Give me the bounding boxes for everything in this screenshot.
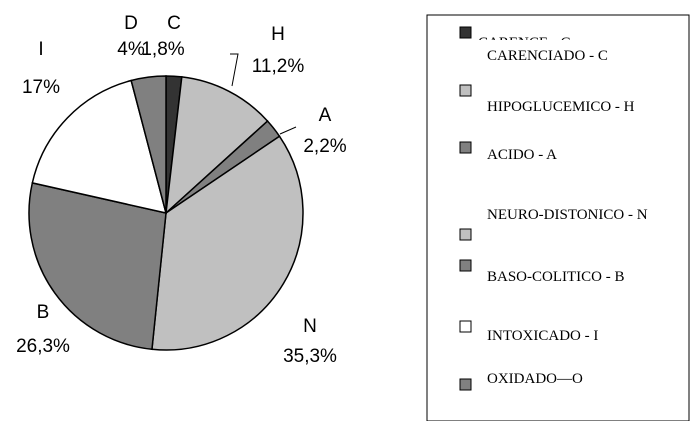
legend-swatch-i <box>459 320 472 333</box>
legend-swatch-a <box>459 141 472 154</box>
slice-value-n: 35,3% <box>283 346 337 367</box>
legend-swatch-n <box>459 228 472 241</box>
legend-swatch-d <box>459 378 472 391</box>
legend-label-n: NEURO-DISTONICO - N <box>487 207 648 223</box>
slice-letter-n: N <box>303 316 317 337</box>
slice-value-c: 1,8% <box>141 39 184 60</box>
slice-letter-h: H <box>271 24 285 45</box>
slice-value-d: 4% <box>117 39 145 60</box>
slice-letter-b: B <box>37 302 50 323</box>
leader-line-h <box>230 53 239 87</box>
slice-value-i: 17% <box>22 77 60 98</box>
slice-value-h: 11,2% <box>252 56 305 77</box>
leader-line-a <box>279 126 297 135</box>
pie-slice-i <box>31 79 168 215</box>
legend-label-i: INTOXICADO - I <box>487 328 598 344</box>
legend-label-b: BASO-COLITICO - B <box>487 269 625 285</box>
pie-slice-n <box>151 135 304 351</box>
legend-overflow-text: CARENCE - C <box>478 35 571 51</box>
pie-slices <box>28 75 304 351</box>
legend: CARENCIADO - C HIPOGLUCEMICO - H ACIDO - A… <box>459 26 648 391</box>
slice-letter-d: D <box>124 13 138 34</box>
legend-label-c: CARENCIADO - C <box>487 48 608 64</box>
slice-value-a: 2,2% <box>303 136 346 157</box>
legend-label-d: OXIDADO—O <box>487 371 583 387</box>
pie-slice-b <box>28 181 167 351</box>
legend-label-h: HIPOGLUCEMICO - H <box>487 99 635 115</box>
slice-letter-a: A <box>319 105 332 126</box>
pie-slice-h <box>165 76 269 215</box>
legend-swatch-h <box>459 84 472 97</box>
legend-label-a: ACIDO - A <box>487 147 557 163</box>
slice-letter-c: C <box>167 13 181 34</box>
legend-swatch-b <box>459 259 472 272</box>
pie-labels: C 1,8% H 11,2% A 2,2% N 35,3% B 26,3% I 17% D 4% <box>16 13 347 367</box>
slice-letter-i: I <box>38 39 43 60</box>
slice-value-b: 26,3% <box>16 336 70 357</box>
legend-swatch-c <box>459 26 472 39</box>
legend-box <box>426 14 690 421</box>
pie-slice-d <box>130 75 167 214</box>
